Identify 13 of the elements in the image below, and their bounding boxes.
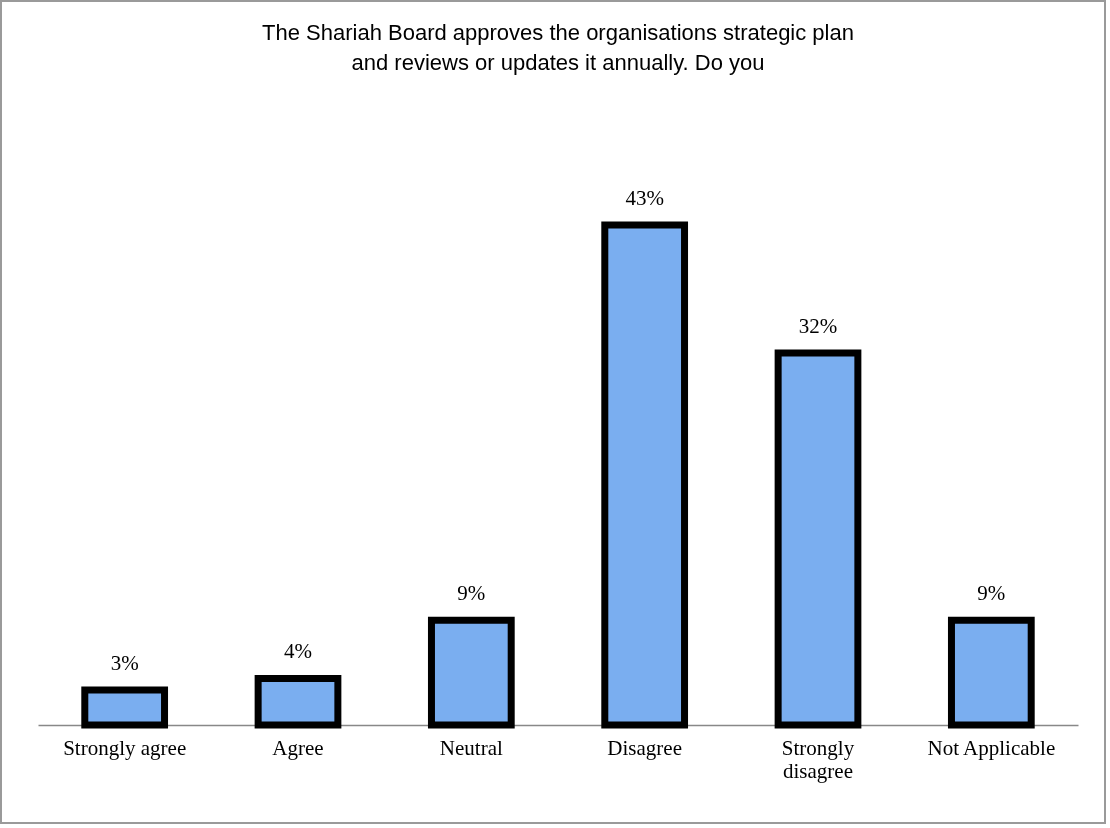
x-tick-label: Not Applicable bbox=[927, 735, 1056, 760]
x-tick-label: Strongly agree bbox=[63, 735, 187, 760]
data-label: 3% bbox=[110, 651, 139, 676]
data-label: 4% bbox=[284, 639, 312, 664]
data-label: 32% bbox=[798, 313, 838, 338]
x-tick-label: Agree bbox=[272, 735, 324, 760]
x-tick-label: Disagree bbox=[607, 735, 682, 760]
data-label: 43% bbox=[625, 186, 664, 210]
data-label: 9% bbox=[977, 581, 1006, 606]
x-tick-label: Neutral bbox=[439, 735, 503, 760]
x-tick-label: Strongly disagree bbox=[781, 735, 855, 783]
chart-title: The Shariah Board approves the organisations strategic plan and reviews or updates it annually. Do you bbox=[262, 20, 854, 75]
data-label: 9% bbox=[457, 581, 486, 606]
